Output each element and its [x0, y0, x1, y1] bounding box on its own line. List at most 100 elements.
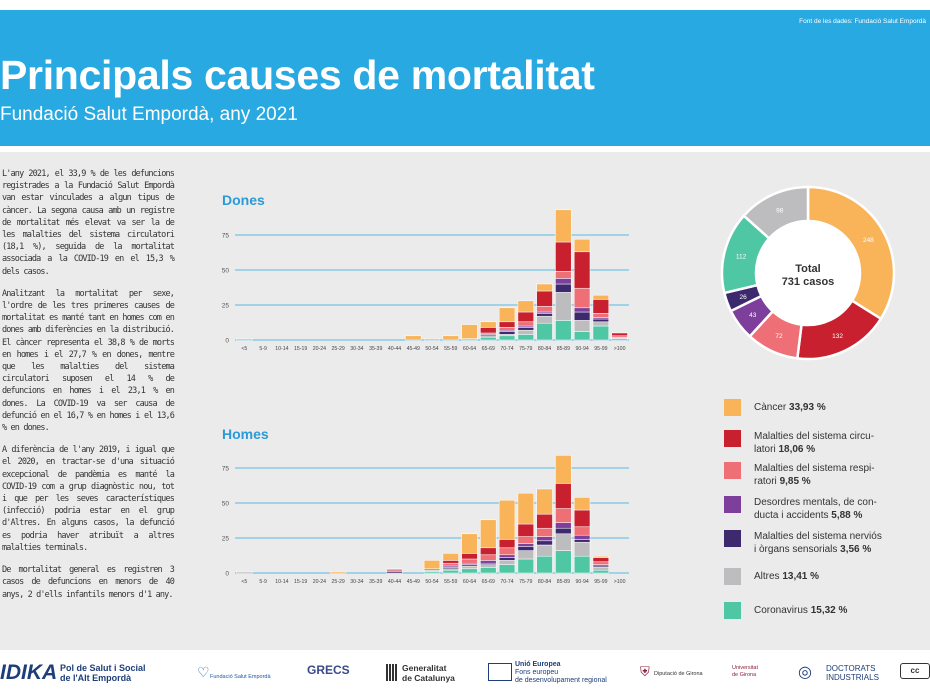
doctorats-icon: ◎ [798, 664, 812, 681]
dones-bar-altres [592, 321, 609, 327]
homes-bar-covid [536, 555, 553, 574]
donut-value-label: 72 [775, 333, 783, 340]
udg-line-1: Universitat [732, 665, 758, 671]
dones-ytick-label: 25 [222, 303, 230, 310]
udg-logo: Universitat de Girona [732, 665, 758, 679]
dones-xtick-label: 95-99 [594, 346, 607, 352]
homes-bar-covid [573, 555, 591, 574]
homes-bar-cancer [423, 560, 441, 570]
dones-xtick-label: 70-74 [500, 346, 513, 352]
gen-line-2: de Catalunya [402, 673, 455, 683]
pol-salut-logo: Pol de Salut i Social de l'Alt Empordà [60, 663, 146, 683]
homes-xtick-label: 55-59 [444, 579, 457, 585]
homes-bar-cancer [480, 519, 497, 549]
homes-bar-altres [536, 544, 553, 557]
homes-bar-nerv [517, 546, 534, 551]
homes-bar-mental [517, 543, 534, 547]
pol-line-1: Pol de Salut i Social [60, 663, 146, 673]
homes-bar-cancer [386, 568, 403, 571]
homes-xtick-label: 85-89 [557, 579, 570, 585]
dones-bar-nerv [517, 327, 534, 331]
idika-logo: IDIKA [0, 661, 58, 684]
legend-swatch [724, 496, 741, 513]
homes-xtick-label: 80-84 [538, 579, 551, 585]
homes-bar-mental [536, 536, 553, 542]
homes-bar-cancer [555, 455, 572, 484]
bar-chart-dones: 0 25 50 75 <5 5-9 10-14 15-19 20-24 25-29 30-34 35-… [222, 209, 629, 352]
dones-bar-covid [498, 335, 516, 341]
homes-bar-cancer [330, 571, 347, 574]
dones-bar-covid [517, 334, 534, 341]
homes-bar-mental [498, 554, 516, 558]
dones-xtick-label: 10-14 [275, 346, 288, 352]
dones-bar-resp [536, 306, 553, 313]
dones-bar-resp [498, 327, 516, 331]
homes-xtick-label: 40-44 [388, 579, 401, 585]
dones-xtick-label: 90-94 [575, 346, 588, 352]
dones-bar-resp [573, 287, 591, 309]
top-strip [0, 0, 930, 10]
dones-bar-cancer [498, 307, 516, 323]
dones-xtick-label: <5 [241, 346, 247, 352]
dones-bar-nerv [573, 311, 591, 321]
homes-bar-altres [236, 571, 253, 574]
homes-bar-circ [517, 523, 534, 537]
pol-line-2: de l'Alt Empordà [60, 673, 132, 683]
dones-bar-cancer [461, 324, 478, 339]
homes-bar-circ [498, 539, 516, 549]
homes-xtick-label: 20-24 [313, 579, 326, 585]
udg-line-2: de Girona [732, 672, 757, 678]
donut-value-label: 132 [832, 333, 843, 340]
fse-logo: Fundació Salut Empordà [210, 674, 271, 680]
donut-slice-cancer [806, 185, 896, 321]
dones-bar-resp [517, 321, 534, 327]
legend-label: Malalties del sistema respi-ratori 9,85 … [754, 463, 875, 487]
dones-bar-circ [592, 299, 609, 314]
homes-ytick-label: 0 [225, 571, 229, 578]
dones-xtick-label: >100 [614, 346, 626, 352]
legend-swatch [724, 430, 741, 447]
homes-bar-cancer [517, 492, 534, 525]
dones-bar-nerv [555, 283, 572, 293]
dones-bar-mental [555, 278, 572, 285]
homes-xtick-label: 60-64 [463, 579, 476, 585]
homes-bar-resp [536, 527, 553, 537]
donut-slice-altres [742, 185, 810, 241]
homes-bar-altres [592, 567, 609, 571]
dones-bar-circ [536, 290, 553, 307]
dones-bar-circ [480, 327, 497, 334]
homes-bar-covid [461, 568, 478, 574]
footer-logos: IDIKA Pol de Salut i Social de l'Alt Emp… [0, 654, 930, 697]
eu-line-2: Fons europeu [515, 669, 559, 676]
homes-bar-altres [498, 560, 516, 565]
bar-chart-homes: 0 25 50 75 <5 5-9 10-14 15-19 20-24 25-29 30-34 35-… [222, 455, 629, 585]
dones-xtick-label: 20-24 [313, 346, 326, 352]
dones-bar-resp [555, 271, 572, 279]
dones-bar-nerv [498, 331, 516, 335]
homes-bar-cancer [442, 553, 459, 561]
chart-title-dones: Dones [222, 192, 265, 208]
legend-label: Coronavirus 15,32 % [754, 605, 848, 616]
homes-bar-cancer [461, 533, 478, 554]
homes-bar-circ [442, 560, 459, 564]
homes-bar-cancer [573, 497, 591, 511]
homes-bar-resp [573, 526, 591, 536]
dones-xtick-label: 25-29 [332, 346, 345, 352]
homes-xtick-label: 95-99 [594, 579, 607, 585]
legend-label: Desordres mentals, de con-ducta i accide… [754, 497, 877, 521]
dones-ytick-label: 75 [222, 233, 230, 240]
homes-bar-nerv [573, 539, 591, 543]
body-text: L'any 2021, el 33,9 % de les defuncions … [2, 168, 175, 611]
homes-xtick-label: 25-29 [332, 579, 345, 585]
dones-xtick-label: 80-84 [538, 346, 551, 352]
homes-bar-resp [480, 554, 497, 561]
donut-center-total: 731 casos [782, 276, 835, 288]
homes-bar-nerv [555, 527, 572, 535]
donut-value-label: 248 [863, 237, 874, 244]
homes-bar-covid [480, 567, 497, 574]
homes-xtick-label: >100 [614, 579, 626, 585]
dones-bar-nerv [536, 313, 553, 317]
homes-bar-nerv [536, 540, 553, 546]
dones-bar-circ [517, 311, 534, 323]
